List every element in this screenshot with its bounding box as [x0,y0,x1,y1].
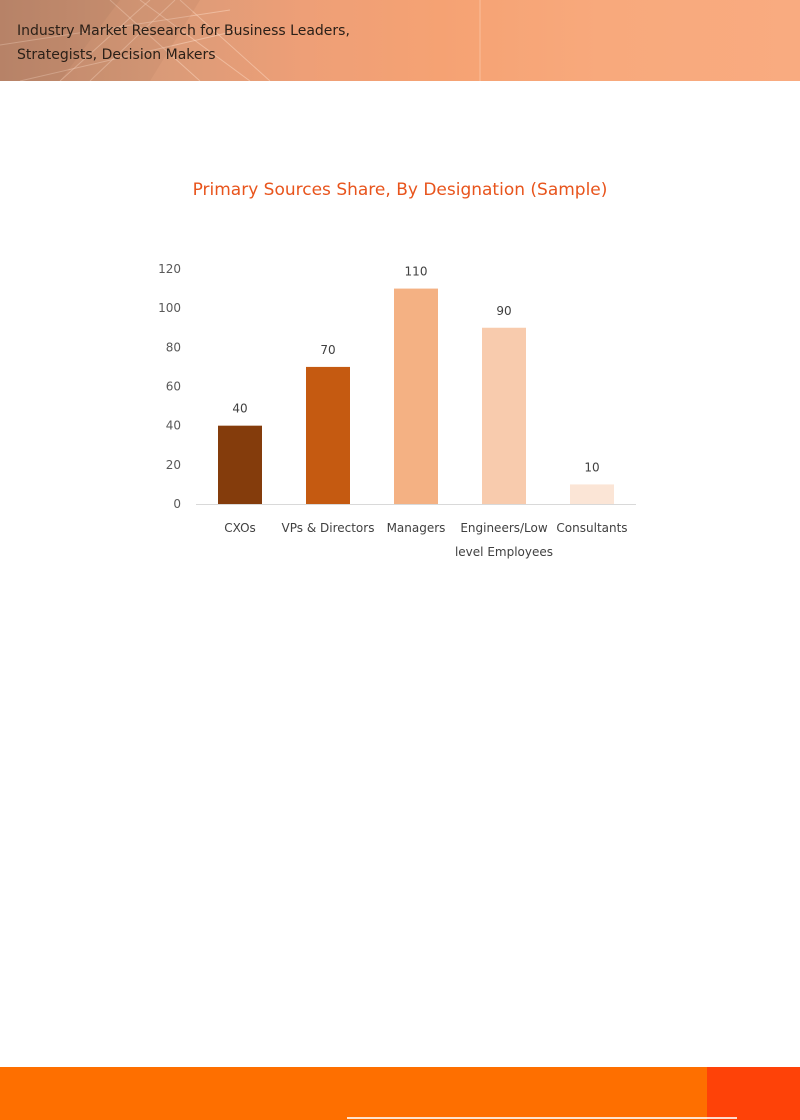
header-tagline-line-2: Strategists, Decision Makers [17,47,216,63]
bar-2 [394,288,438,504]
data-label-1: 70 [320,343,335,357]
x-tick-label-0: CXOs [224,521,256,535]
y-tick-label-6: 120 [158,262,181,276]
bar-1 [306,366,350,504]
header-tagline-line-1: Industry Market Research for Business Le… [17,23,350,39]
x-tick-label-3-line-1: level Employees [455,545,553,559]
bar-4 [570,484,614,504]
data-label-4: 10 [584,460,599,474]
y-tick-label-5: 100 [158,301,181,315]
header-geometric-pattern [0,0,481,81]
report-header-banner: Industry Market Research for Business Le… [0,0,800,81]
x-tick-label-2: Managers [387,521,446,535]
bar-0 [218,425,262,504]
y-tick-label-4: 80 [166,340,181,354]
y-tick-label-0: 0 [173,497,181,511]
chart-title: Primary Sources Share, By Designation (S… [192,180,608,200]
y-tick-label-3: 60 [166,380,181,394]
y-tick-label-2: 40 [166,419,181,433]
x-tick-label-1: VPs & Directors [282,521,375,535]
footer-accent-block [707,1067,800,1120]
y-tick-label-1: 20 [166,458,181,472]
footer-band [0,1067,800,1120]
data-label-2: 110 [405,265,428,279]
bar-3 [482,327,526,504]
x-tick-label-4: Consultants [556,521,627,535]
x-tick-label-3-line-0: Engineers/Low [460,521,548,535]
data-label-0: 40 [232,402,247,416]
data-label-3: 90 [496,304,511,318]
footer-divider [347,1117,737,1119]
header-tagline: Industry Market Research for Business Le… [17,19,350,67]
